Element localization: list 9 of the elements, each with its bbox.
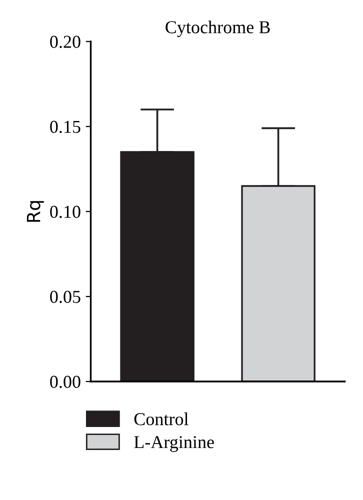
legend-label: L-Arginine — [134, 436, 214, 452]
legend-label: Control — [134, 412, 188, 426]
y-tick-label: 0.20 — [50, 36, 80, 48]
y-tick-label: 0.00 — [50, 376, 80, 388]
y-tick-label: 0.15 — [50, 120, 80, 134]
chart-title: Cytochrome B — [166, 20, 270, 38]
y-tick-label: 0.10 — [50, 206, 80, 218]
y-axis-title: Rq — [26, 201, 44, 222]
y-tick-label: 0.05 — [50, 290, 80, 304]
